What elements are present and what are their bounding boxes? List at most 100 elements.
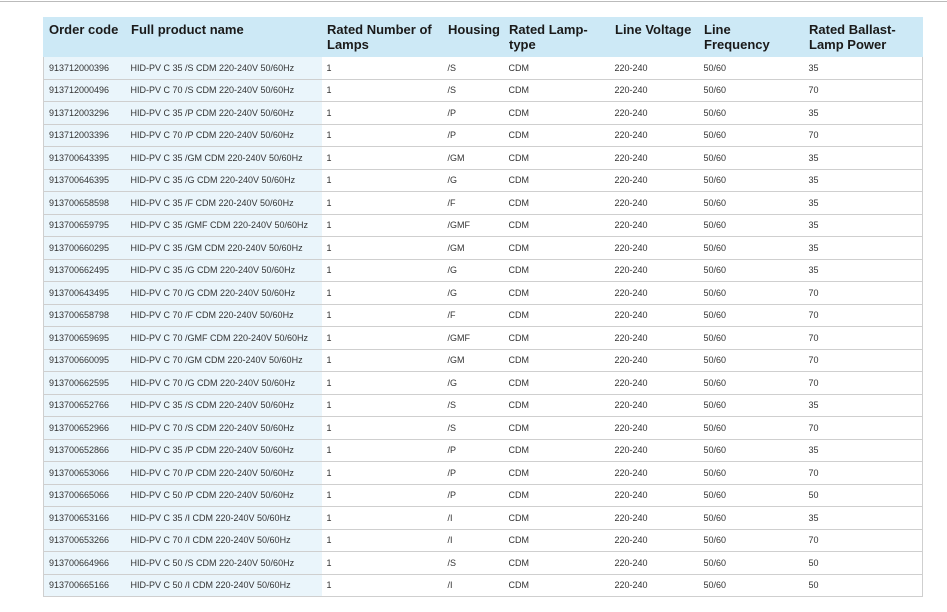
table-cell: HID-PV C 70 /S CDM 220-240V 50/60Hz — [125, 79, 322, 102]
table-cell: 1 — [321, 574, 443, 597]
table-cell: /S — [442, 551, 504, 575]
table-cell: 1 — [321, 259, 443, 282]
table-row: 913700660295 HID-PV C 35 /GM CDM 220-240V… — [43, 236, 923, 260]
table-cell: 1 — [321, 214, 443, 237]
table-cell: HID-PV C 35 /F CDM 220-240V 50/60Hz — [125, 191, 322, 215]
table-cell: 50/60 — [698, 259, 804, 282]
table-cell: /GMF — [442, 326, 504, 350]
table-cell: HID-PV C 70 /GM CDM 220-240V 50/60Hz — [125, 349, 322, 372]
table-cell: 35 — [803, 236, 923, 260]
table-cell: CDM — [503, 371, 610, 395]
table-cell: HID-PV C 35 /I CDM 220-240V 50/60Hz — [125, 506, 322, 530]
table-cell: 1 — [321, 371, 443, 395]
table-row: 913712003296 HID-PV C 35 /P CDM 220-240V … — [43, 101, 923, 125]
table-cell: /P — [442, 101, 504, 125]
table-cell: 1 — [321, 124, 443, 147]
table-cell: 220-240 — [609, 529, 699, 552]
table-cell: 50/60 — [698, 326, 804, 350]
table-cell: /I — [442, 574, 504, 597]
table-cell: HID-PV C 35 /G CDM 220-240V 50/60Hz — [125, 169, 322, 192]
table-cell: /P — [442, 461, 504, 485]
column-header: Rated Lamp-type — [503, 17, 610, 57]
table-cell: CDM — [503, 79, 610, 102]
column-header: Line Voltage — [609, 17, 699, 57]
table-cell: 220-240 — [609, 371, 699, 395]
table-cell: 70 — [803, 281, 923, 305]
column-header: Rated Number of Lamps — [321, 17, 443, 57]
table-cell: 50/60 — [698, 169, 804, 192]
table-cell: 50 — [803, 574, 923, 597]
table-cell: HID-PV C 35 /S CDM 220-240V 50/60Hz — [125, 56, 322, 80]
table-cell: 220-240 — [609, 101, 699, 125]
table-cell: 913700665066 — [43, 484, 126, 507]
table-cell: 70 — [803, 124, 923, 147]
table-row: 913712003396 HID-PV C 70 /P CDM 220-240V … — [43, 124, 923, 147]
table-cell: 50/60 — [698, 349, 804, 372]
table-row: 913712000396 HID-PV C 35 /S CDM 220-240V … — [43, 56, 923, 80]
table-cell: /S — [442, 56, 504, 80]
table-cell: 1 — [321, 529, 443, 552]
table-cell: HID-PV C 70 /GMF CDM 220-240V 50/60Hz — [125, 326, 322, 350]
table-cell: /S — [442, 394, 504, 417]
product-table: Order code Full product name Rated Number … — [43, 17, 923, 597]
table-cell: HID-PV C 70 /I CDM 220-240V 50/60Hz — [125, 529, 322, 552]
table-cell: 50/60 — [698, 506, 804, 530]
table-row: 913700652966 HID-PV C 70 /S CDM 220-240V … — [43, 416, 923, 440]
table-cell: CDM — [503, 506, 610, 530]
table-cell: 220-240 — [609, 236, 699, 260]
table-cell: 913700658798 — [43, 304, 126, 327]
table-cell: 220-240 — [609, 394, 699, 417]
table-cell: 35 — [803, 214, 923, 237]
table-cell: /G — [442, 281, 504, 305]
table-cell: 913700643395 — [43, 146, 126, 170]
table-row: 913700659795 HID-PV C 35 /GMF CDM 220-240… — [43, 214, 923, 237]
table-cell: HID-PV C 70 /P CDM 220-240V 50/60Hz — [125, 461, 322, 485]
table-cell: HID-PV C 70 /G CDM 220-240V 50/60Hz — [125, 281, 322, 305]
table-row: 913700646395 HID-PV C 35 /G CDM 220-240V … — [43, 169, 923, 192]
table-cell: 1 — [321, 484, 443, 507]
table-cell: 50/60 — [698, 101, 804, 125]
table-cell: 913712003296 — [43, 101, 126, 125]
table-cell: 50/60 — [698, 146, 804, 170]
table-cell: 220-240 — [609, 574, 699, 597]
table-cell: CDM — [503, 484, 610, 507]
table-cell: 50/60 — [698, 394, 804, 417]
table-cell: /F — [442, 191, 504, 215]
table-cell: HID-PV C 35 /S CDM 220-240V 50/60Hz — [125, 394, 322, 417]
table-cell: 35 — [803, 394, 923, 417]
table-cell: 70 — [803, 371, 923, 395]
table-cell: CDM — [503, 124, 610, 147]
table-row: 913700659695 HID-PV C 70 /GMF CDM 220-240… — [43, 326, 923, 350]
table-cell: /GM — [442, 236, 504, 260]
table-cell: HID-PV C 35 /GM CDM 220-240V 50/60Hz — [125, 236, 322, 260]
table-cell: 70 — [803, 79, 923, 102]
table-cell: HID-PV C 50 /P CDM 220-240V 50/60Hz — [125, 484, 322, 507]
table-cell: CDM — [503, 236, 610, 260]
table-cell: 913712000496 — [43, 79, 126, 102]
table-cell: 1 — [321, 394, 443, 417]
table-cell: 220-240 — [609, 349, 699, 372]
column-header: Housing — [442, 17, 504, 57]
table-row: 913700658798 HID-PV C 70 /F CDM 220-240V … — [43, 304, 923, 327]
table-cell: 220-240 — [609, 551, 699, 575]
table-cell: /P — [442, 124, 504, 147]
table-cell: 913700653166 — [43, 506, 126, 530]
table-cell: 913700662595 — [43, 371, 126, 395]
table-cell: CDM — [503, 101, 610, 125]
table-cell: 50/60 — [698, 551, 804, 575]
table-row: 913700665066 HID-PV C 50 /P CDM 220-240V … — [43, 484, 923, 507]
table-cell: 35 — [803, 506, 923, 530]
table-cell: 50/60 — [698, 56, 804, 80]
table-cell: CDM — [503, 169, 610, 192]
table-cell: 1 — [321, 79, 443, 102]
table-cell: 50/60 — [698, 461, 804, 485]
table-cell: 913700665166 — [43, 574, 126, 597]
column-header: Full product name — [125, 17, 322, 57]
table-row: 913700662495 HID-PV C 35 /G CDM 220-240V … — [43, 259, 923, 282]
table-cell: CDM — [503, 529, 610, 552]
table-cell: CDM — [503, 551, 610, 575]
table-row: 913700660095 HID-PV C 70 /GM CDM 220-240V… — [43, 349, 923, 372]
table-cell: 1 — [321, 349, 443, 372]
table-cell: 913700659795 — [43, 214, 126, 237]
table-cell: 220-240 — [609, 214, 699, 237]
